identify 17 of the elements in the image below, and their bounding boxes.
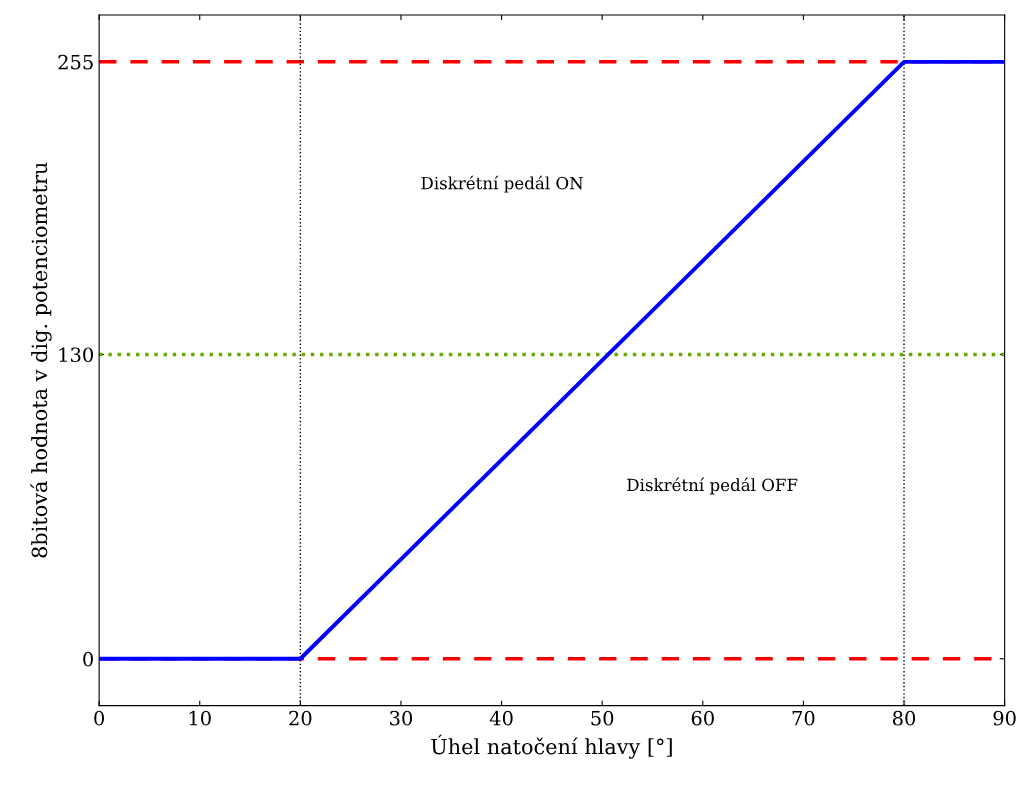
y-tick-label: 0 — [83, 651, 93, 667]
x-tick-label: 20 — [289, 710, 312, 726]
annotation: Diskrétní pedál ON — [421, 175, 583, 193]
x-tick-label: 90 — [993, 710, 1016, 726]
x-tick-label: 60 — [691, 710, 714, 726]
y-tick-label: 255 — [58, 54, 93, 70]
y-tick-label: 130 — [59, 347, 93, 363]
x-tick-label: 30 — [390, 710, 413, 726]
x-axis-title: Úhel natočení hlavy [°] — [431, 734, 672, 759]
x-tick-label: 80 — [892, 710, 916, 726]
x-tick-label: 10 — [189, 710, 211, 726]
x-tick-label: 50 — [591, 710, 614, 726]
x-tick-label: 70 — [792, 710, 815, 726]
x-tick-label: 40 — [489, 710, 513, 726]
x-tick-label: 0 — [94, 710, 105, 726]
y-axis-title: 8bitová hodnota v dig. potenciometru — [30, 162, 52, 558]
annotation: Diskrétní pedál OFF — [627, 477, 798, 495]
